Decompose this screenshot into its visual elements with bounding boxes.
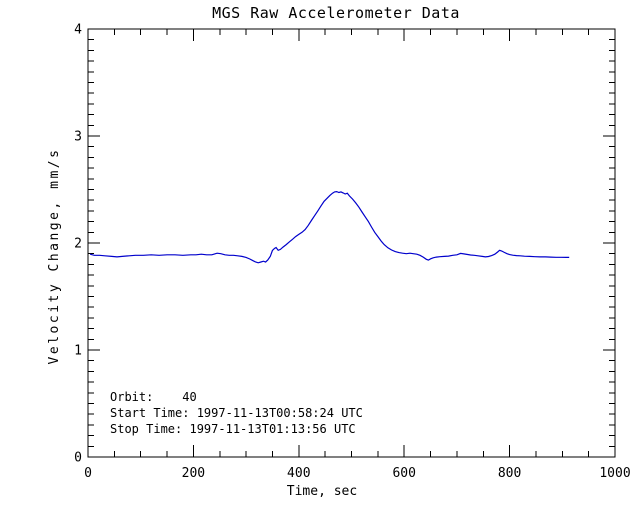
x-tick-label: 200 <box>182 466 205 481</box>
x-tick-label: 600 <box>392 466 415 481</box>
annotation-orbit: Orbit: 40 <box>110 390 197 404</box>
y-tick-label: 1 <box>74 344 82 359</box>
data-series <box>89 190 570 264</box>
x-axis-label: Time, sec <box>287 484 357 499</box>
y-tick-label: 3 <box>74 130 82 145</box>
annotation-start-time: Start Time: 1997-11-13T00:58:24 UTC <box>110 406 363 420</box>
y-tick-label: 0 <box>74 451 82 466</box>
y-tick-label: 4 <box>74 23 82 38</box>
annotation-block: Orbit: 40 Start Time: 1997-11-13T00:58:2… <box>110 390 363 436</box>
x-tick-label: 800 <box>498 466 521 481</box>
tick-labels: 0 200 400 600 800 1000 0 1 2 3 4 <box>74 23 630 482</box>
x-tick-label: 1000 <box>599 466 630 481</box>
y-tick-label: 2 <box>74 237 82 252</box>
y-axis-label: Velocity Change, mm/s <box>47 148 62 365</box>
x-tick-label: 0 <box>84 466 92 481</box>
chart-title: MGS Raw Accelerometer Data <box>212 4 460 22</box>
x-tick-label: 400 <box>287 466 310 481</box>
annotation-stop-time: Stop Time: 1997-11-13T01:13:56 UTC <box>110 422 356 436</box>
plot-axes <box>87 28 616 458</box>
velocity-change-trace-line <box>89 190 570 264</box>
